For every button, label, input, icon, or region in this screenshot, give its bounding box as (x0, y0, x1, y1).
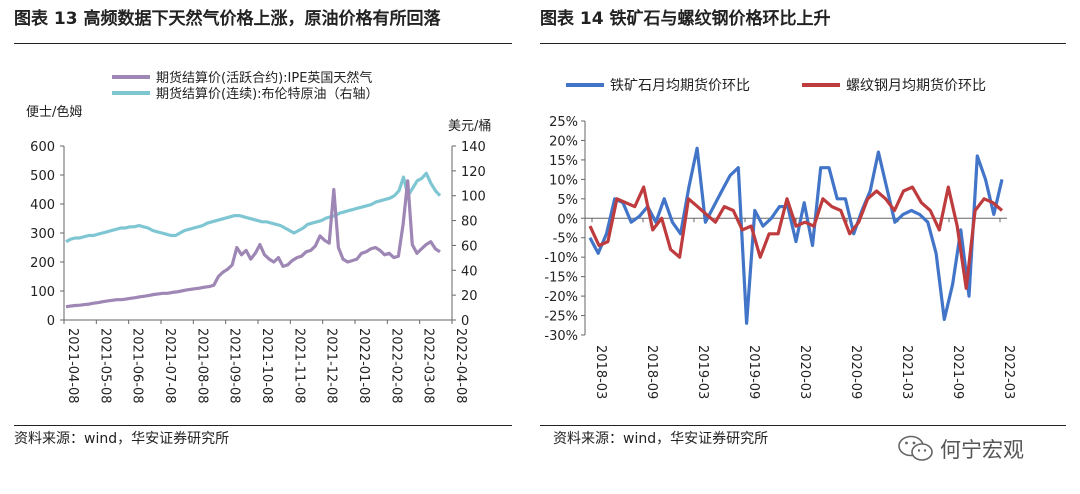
source-rule-left (14, 425, 512, 426)
x-tick-label: 2021-04-08 (65, 328, 80, 404)
left-axis-unit: 便士/色姆 (26, 104, 82, 120)
x-tick-label: 2021-09-08 (227, 328, 242, 404)
x-tick-label: 2021-12-08 (324, 328, 339, 404)
right-tick-label: 60 (461, 239, 478, 254)
right-tick-label: 0 (461, 314, 469, 329)
x-tick-label: 2020-03 (797, 345, 812, 399)
x-tick-label: 2022-03 (1001, 345, 1016, 399)
x-tick-label: 2018-09 (644, 345, 659, 399)
title-rule-left (14, 43, 512, 44)
right-tick-label: 80 (461, 215, 478, 230)
right-tick-label: 100 (461, 190, 486, 205)
wechat-icon (898, 435, 933, 461)
x-tick-label: 2019-03 (695, 345, 710, 399)
y-tick-label: 5% (557, 193, 578, 208)
x-tick-label: 2022-02-08 (388, 328, 403, 404)
source-note-right: 资料来源：wind，华安证券研究所 (553, 431, 769, 447)
legend-label-uk-gas: 期货结算价(活跃合约):IPE英国天然气 (156, 70, 372, 86)
y-tick-label: 20% (549, 134, 578, 149)
x-tick-label: 2021-05-08 (97, 328, 112, 404)
legend-label-iron-ore: 铁矿石月均期货价环比 (610, 77, 750, 94)
right-tick-label: 120 (461, 165, 486, 180)
x-tick-label: 2021-09 (950, 345, 965, 399)
left-tick-label: 100 (30, 285, 55, 300)
y-tick-label: -20% (544, 290, 578, 305)
x-tick-label: 2018-03 (593, 345, 608, 399)
right-tick-label: 20 (461, 289, 478, 304)
x-tick-label: 2020-09 (848, 345, 863, 399)
chart14-iron-steel: 铁矿石月均期货价环比 螺纹钢月均期货价环比 25% 20% 15% 10% 5% 0% -5% -… (544, 77, 1016, 399)
series-line-uk-gas (65, 179, 441, 309)
series-line-brent-oil (65, 171, 442, 244)
chart13-title: 图表 13 高频数据下天然气价格上涨，原油价格有所回落 (14, 9, 441, 29)
y-tick-label: -25% (544, 310, 578, 325)
left-tick-label: 500 (30, 169, 55, 184)
y-tick-label: 0% (557, 212, 578, 227)
y-tick-label: -5% (553, 232, 578, 247)
y-tick-label: 10% (549, 173, 578, 188)
series-line-rebar (588, 185, 1004, 290)
left-tick-label: 600 (30, 140, 55, 155)
left-tick-label: 400 (30, 198, 55, 213)
x-tick-label: 2021-06-08 (130, 328, 145, 404)
x-tick-label: 2022-01-08 (356, 328, 371, 404)
y-tick-label: -15% (544, 271, 578, 286)
left-tick-label: 0 (47, 314, 55, 329)
y-tick-label: -10% (544, 251, 578, 266)
watermark-text: 何宁宏观 (940, 438, 1024, 462)
x-tick-label: 2021-10-08 (259, 328, 274, 404)
x-tick-label: 2022-03-08 (421, 328, 436, 404)
y-tick-label: 15% (549, 154, 578, 169)
right-axis-unit: 美元/桶 (448, 119, 491, 134)
x-tick-label: 2021-11-08 (291, 328, 306, 404)
right-tick-label: 40 (461, 264, 478, 279)
x-tick-label: 2019-09 (746, 345, 761, 399)
title-rule-right (540, 43, 1066, 44)
x-tick-label: 2021-07-08 (162, 328, 177, 404)
left-tick-label: 300 (30, 227, 55, 242)
source-rule-right (540, 425, 1066, 426)
series-line-iron-ore (588, 146, 1004, 325)
source-note-left: 资料来源：wind，华安证券研究所 (14, 431, 230, 447)
chart14-title: 图表 14 铁矿石与螺纹钢价格环比上升 (540, 9, 831, 29)
y-tick-label: 25% (549, 115, 578, 130)
legend-label-brent-oil: 期货结算价(连续):布伦特原油（右轴） (156, 86, 379, 102)
x-tick-label: 2021-03 (899, 345, 914, 399)
legend-label-rebar: 螺纹钢月均期货价环比 (846, 77, 986, 94)
x-tick-label: 2021-08-08 (194, 328, 209, 404)
right-tick-label: 140 (461, 140, 486, 155)
x-tick-label: 2022-04-08 (453, 328, 468, 404)
left-tick-label: 200 (30, 256, 55, 271)
watermark: 何宁宏观 (896, 432, 1064, 464)
y-tick-label: -30% (544, 329, 578, 344)
